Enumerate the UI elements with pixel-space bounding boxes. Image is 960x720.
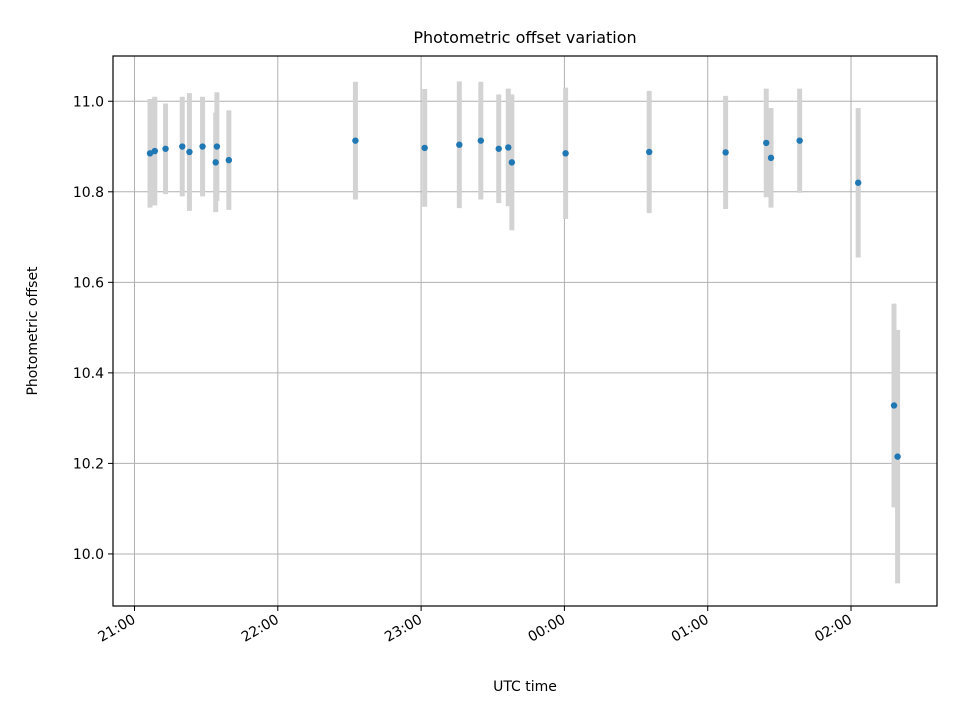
plot-frame bbox=[112, 55, 938, 607]
y-tick-label: 10.6 bbox=[73, 275, 104, 291]
data-point bbox=[495, 145, 502, 152]
data-point bbox=[894, 453, 901, 460]
data-point bbox=[212, 159, 219, 166]
y-tick-label: 10.4 bbox=[73, 366, 104, 382]
data-point bbox=[179, 143, 186, 150]
data-point bbox=[508, 159, 516, 166]
tick-labels: 21:00 22:00 23:00 00:00 01:00 02:00 10.0 10.2 10… bbox=[73, 94, 855, 645]
data-point bbox=[505, 144, 512, 151]
x-tick-label: 02:00 bbox=[812, 612, 855, 646]
y-tick-label: 11.0 bbox=[73, 94, 104, 110]
x-axis-label: UTC time bbox=[493, 679, 557, 695]
data-point bbox=[767, 154, 775, 162]
y-axis-label: Photometric offset bbox=[25, 266, 41, 396]
y-tick-label: 10.8 bbox=[73, 185, 104, 201]
data-point bbox=[146, 150, 154, 157]
y-tick-label: 10.0 bbox=[73, 547, 104, 563]
data-point bbox=[796, 137, 803, 144]
data-point bbox=[562, 150, 569, 157]
data-point bbox=[456, 141, 463, 148]
data-point bbox=[722, 149, 729, 156]
x-tick-label: 23:00 bbox=[382, 612, 425, 646]
x-tick-label: 22:00 bbox=[239, 612, 282, 646]
data-point bbox=[352, 137, 359, 144]
data-point bbox=[890, 402, 898, 409]
x-tick-label: 21:00 bbox=[96, 612, 139, 646]
data-point bbox=[421, 144, 428, 152]
error-bars bbox=[147, 81, 901, 584]
data-point bbox=[186, 148, 193, 156]
data-point bbox=[854, 179, 862, 186]
y-tick-label: 10.2 bbox=[73, 456, 104, 472]
data-point bbox=[162, 145, 169, 152]
x-tick-label: 00:00 bbox=[525, 612, 568, 646]
data-point bbox=[477, 137, 485, 144]
x-tick-label: 01:00 bbox=[669, 612, 712, 646]
grid-lines bbox=[113, 56, 937, 606]
data-point bbox=[763, 139, 770, 147]
axis-ticks bbox=[108, 100, 852, 611]
data-point bbox=[225, 156, 233, 164]
data-point bbox=[645, 148, 653, 156]
data-points bbox=[146, 137, 901, 460]
chart-title: Photometric offset variation bbox=[413, 28, 636, 47]
data-point bbox=[199, 143, 206, 150]
data-point bbox=[151, 147, 158, 155]
data-point bbox=[213, 143, 221, 150]
